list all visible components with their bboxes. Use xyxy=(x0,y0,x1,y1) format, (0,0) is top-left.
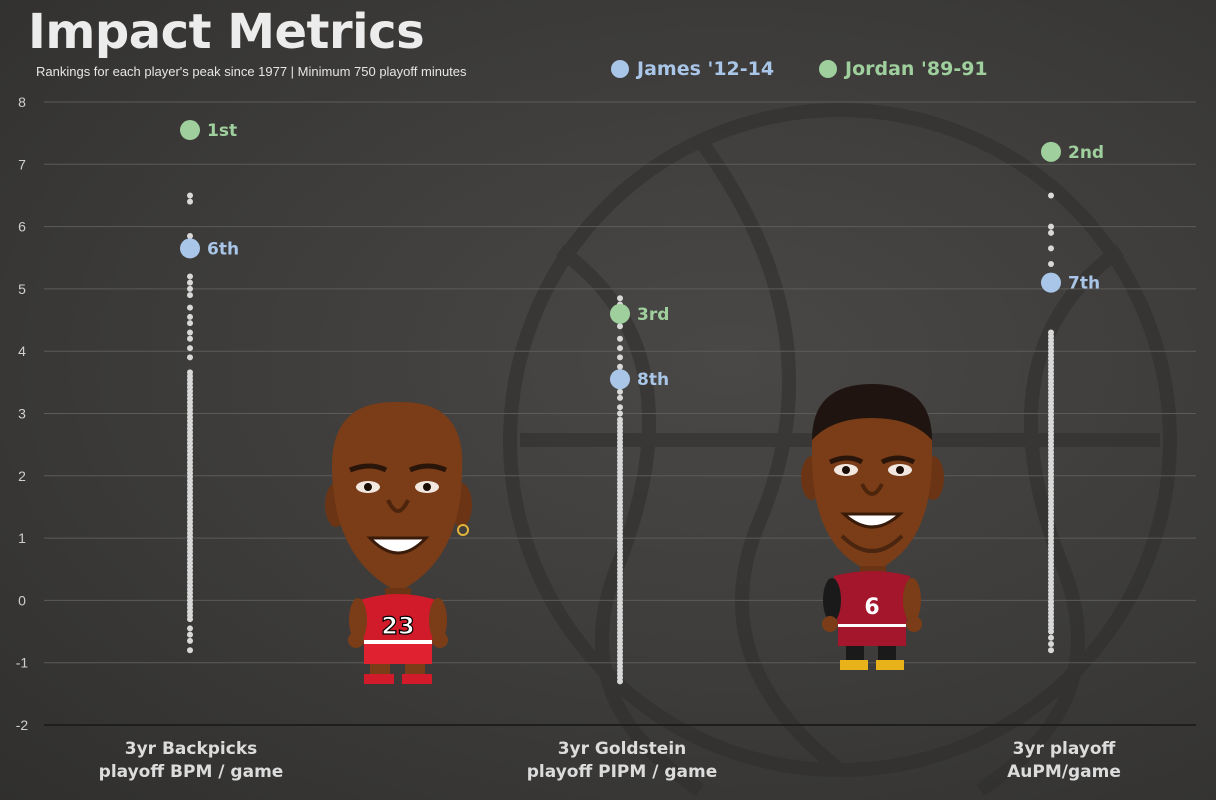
chart-subtitle: Rankings for each player's peak since 19… xyxy=(36,64,467,79)
other-player-dot xyxy=(187,198,193,205)
legend-item-james: James '12-14 xyxy=(611,58,774,80)
data-point xyxy=(180,238,200,259)
data-point xyxy=(610,369,630,390)
other-player-dot xyxy=(187,354,193,361)
other-player-dot xyxy=(617,404,623,411)
other-player-dot xyxy=(617,363,623,370)
data-point xyxy=(610,303,630,324)
other-player-dot xyxy=(617,345,623,352)
other-player-dot xyxy=(187,285,193,292)
data-point xyxy=(1041,272,1061,293)
other-player-dot xyxy=(617,394,623,401)
other-player-dot xyxy=(1048,223,1054,230)
other-player-dot xyxy=(617,410,623,417)
other-player-dots xyxy=(187,192,1054,685)
y-tick-label: 7 xyxy=(18,156,26,172)
legend-label: Jordan '89-91 xyxy=(845,58,988,80)
data-point xyxy=(1041,141,1061,162)
other-player-dot xyxy=(187,329,193,336)
other-player-dot xyxy=(1048,634,1054,641)
legend-dot-icon xyxy=(819,60,837,78)
y-tick-label: 6 xyxy=(18,219,26,235)
other-player-dot xyxy=(1048,641,1054,648)
other-player-dot xyxy=(187,313,193,320)
y-tick-label: 2 xyxy=(18,468,26,484)
y-tick-label: 8 xyxy=(18,94,26,110)
rank-label: 8th xyxy=(637,370,669,390)
other-player-dot xyxy=(617,335,623,342)
other-player-dot xyxy=(1048,229,1054,236)
rank-label: 2nd xyxy=(1068,143,1104,163)
jersey-number: 23 xyxy=(381,612,414,640)
other-player-dot xyxy=(187,631,193,638)
y-tick-label: 0 xyxy=(18,592,26,608)
other-player-dot xyxy=(617,416,623,423)
legend-dot-icon xyxy=(611,60,629,78)
other-player-dot xyxy=(187,279,193,286)
y-tick-label: -1 xyxy=(16,655,29,671)
other-player-dot xyxy=(187,637,193,644)
other-player-dot xyxy=(187,335,193,342)
y-tick-label: 1 xyxy=(18,530,26,546)
x-category-label: 3yr Goldstein playoff PIPM / game xyxy=(526,739,718,782)
other-player-dot xyxy=(187,304,193,311)
other-player-dot xyxy=(617,388,623,395)
other-player-dot xyxy=(187,232,193,239)
x-category-label: 3yr playoff AuPM/game xyxy=(1007,739,1121,782)
y-tick-label: 3 xyxy=(18,406,26,422)
legend-label: James '12-14 xyxy=(637,58,775,80)
other-player-dot xyxy=(617,323,623,330)
y-tick-label: 4 xyxy=(18,343,26,359)
other-player-dot xyxy=(1048,329,1054,336)
other-player-dot xyxy=(187,345,193,352)
other-player-dot xyxy=(617,295,623,302)
jordan-caricature: 23 xyxy=(325,401,472,684)
other-player-dot xyxy=(187,647,193,654)
rank-label: 6th xyxy=(207,239,239,259)
highlighted-points: 6th 8th 7th 1st 3rd 2nd xyxy=(180,120,1104,390)
y-tick-label: -2 xyxy=(16,717,29,733)
y-tick-label: 5 xyxy=(18,281,26,297)
other-player-dot xyxy=(1048,192,1054,199)
other-player-dot xyxy=(1048,647,1054,654)
james-caricature: 6 xyxy=(801,384,944,670)
jersey-number: 6 xyxy=(864,595,879,620)
y-tick-labels: 8 7 6 5 4 3 2 1 0 -1 -2 xyxy=(16,94,29,733)
rank-label: 1st xyxy=(207,121,237,141)
other-player-dot xyxy=(617,354,623,361)
rank-label: 7th xyxy=(1068,274,1100,294)
legend-item-jordan: Jordan '89-91 xyxy=(819,58,988,80)
data-point xyxy=(180,120,200,141)
other-player-dot xyxy=(187,292,193,299)
x-category-label: 3yr Backpicks playoff BPM / game xyxy=(98,739,284,782)
chart-title: Impact Metrics xyxy=(28,4,425,60)
other-player-dot xyxy=(187,192,193,199)
rank-label: 3rd xyxy=(637,305,669,325)
other-player-dot xyxy=(187,625,193,632)
other-player-dot xyxy=(1048,260,1054,267)
other-player-dot xyxy=(187,369,193,376)
other-player-dot xyxy=(187,273,193,280)
other-player-dot xyxy=(1048,245,1054,252)
other-player-dot xyxy=(187,320,193,327)
